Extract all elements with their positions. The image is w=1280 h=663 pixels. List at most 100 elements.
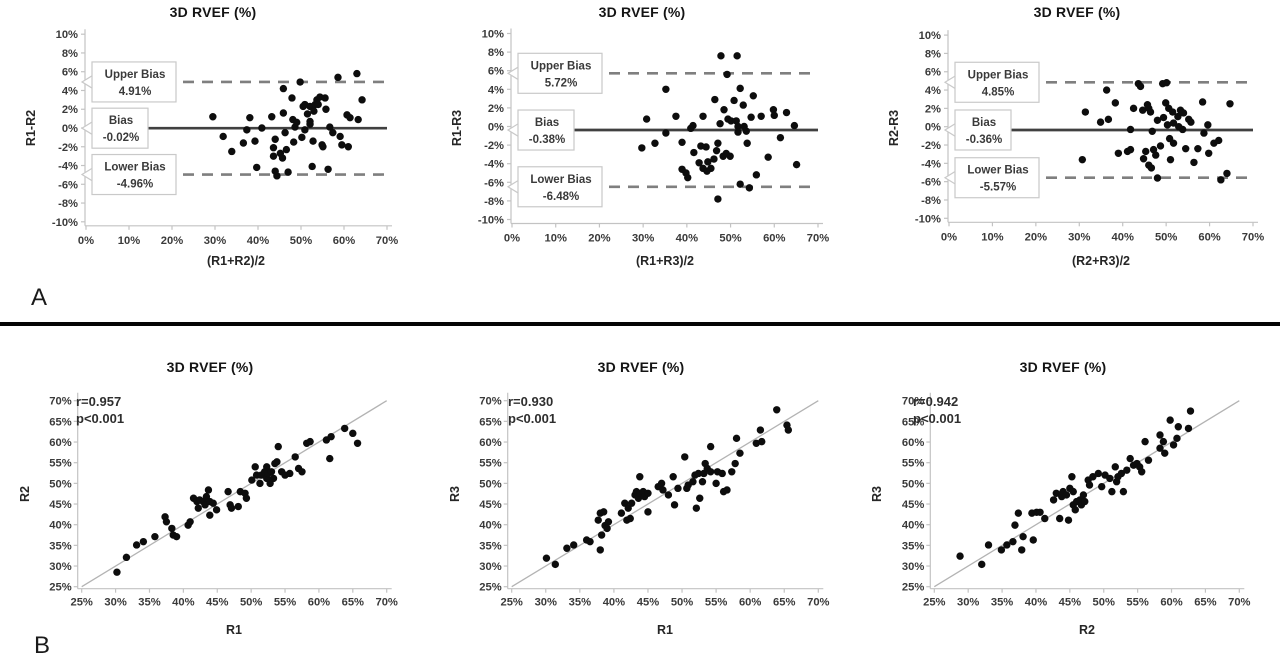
y-tick-label: 0% xyxy=(488,122,504,134)
callout-label: Bias xyxy=(535,117,559,129)
data-point xyxy=(253,163,261,172)
data-point xyxy=(284,168,292,176)
data-point xyxy=(1011,521,1019,529)
x-tick-label: 10% xyxy=(981,231,1003,243)
data-point xyxy=(358,96,366,104)
data-point xyxy=(1081,497,1089,506)
y-tick-label: 50% xyxy=(49,478,71,490)
callout-value: -4.96% xyxy=(117,179,153,191)
data-point xyxy=(308,162,316,171)
data-point xyxy=(1041,514,1049,523)
data-point xyxy=(1169,441,1178,449)
x-tick-label: 35% xyxy=(138,597,160,609)
x-tick-label: 55% xyxy=(274,597,296,609)
data-point xyxy=(770,111,778,120)
x-tick-label: 50% xyxy=(240,597,262,609)
data-point xyxy=(1003,541,1011,549)
data-point xyxy=(1141,437,1149,446)
data-point xyxy=(716,120,724,128)
y-tick-label: 70% xyxy=(902,396,924,408)
data-point xyxy=(251,137,259,145)
callout-box xyxy=(954,61,1040,103)
data-point xyxy=(288,94,296,102)
x-tick-label: 50% xyxy=(671,597,693,609)
data-point xyxy=(790,121,799,130)
y-tick-label: 65% xyxy=(49,416,71,428)
data-point xyxy=(279,84,288,93)
y-tick-label: 10% xyxy=(919,30,941,42)
x-tick-label: 65% xyxy=(773,597,795,609)
data-point xyxy=(747,113,755,121)
correlation-coefficient-label: r=0.930 xyxy=(508,394,553,409)
data-point xyxy=(309,137,317,145)
y-tick-label: -8% xyxy=(58,198,78,210)
y-tick-label: -10% xyxy=(478,215,504,227)
data-point xyxy=(657,479,666,488)
data-point xyxy=(1009,537,1017,546)
y-tick-label: 25% xyxy=(479,582,501,594)
data-point xyxy=(1055,514,1064,523)
x-axis-title-r1-2: R1 xyxy=(657,623,673,637)
x-tick-label: 35% xyxy=(991,597,1013,609)
data-point xyxy=(1186,407,1195,415)
data-point xyxy=(251,463,259,471)
x-tick-label: 55% xyxy=(1126,597,1148,609)
x-tick-label: 20% xyxy=(588,233,610,245)
data-point xyxy=(298,468,306,476)
data-point xyxy=(139,537,148,546)
y-tick-label: 50% xyxy=(902,478,924,490)
y-tick-label: 0% xyxy=(925,122,941,134)
data-point xyxy=(1159,113,1168,122)
callout-value: -0.36% xyxy=(966,134,1002,146)
y-tick-label: 25% xyxy=(902,582,924,594)
data-point xyxy=(627,499,636,507)
data-point xyxy=(638,144,646,152)
data-point xyxy=(1169,139,1178,147)
y-tick-label: -2% xyxy=(484,140,504,152)
data-point xyxy=(336,132,344,141)
x-tick-label: 70% xyxy=(375,597,397,609)
x-tick-label: 60% xyxy=(1160,597,1182,609)
data-point xyxy=(723,486,731,494)
y-tick-label: 30% xyxy=(49,561,71,573)
x-tick-label: 45% xyxy=(637,597,659,609)
data-point xyxy=(714,139,722,147)
x-axis-title-mean-r2-r3: (R2+R3)/2 xyxy=(1071,254,1130,268)
data-point xyxy=(279,109,288,117)
y-tick-label: -8% xyxy=(921,195,941,207)
data-point xyxy=(678,138,686,147)
data-point xyxy=(1214,136,1223,145)
data-point xyxy=(298,133,306,142)
data-point xyxy=(1126,145,1135,154)
data-point xyxy=(346,113,354,122)
data-point xyxy=(344,143,352,151)
x-tick-label: 50% xyxy=(1155,231,1177,243)
y-tick-label: 40% xyxy=(479,520,501,532)
y-tick-label: 0% xyxy=(62,123,78,135)
data-point xyxy=(727,117,735,125)
data-point xyxy=(242,494,251,502)
data-point xyxy=(617,509,626,517)
callout-label: Upper Bias xyxy=(531,60,592,72)
data-point xyxy=(151,532,159,541)
data-point xyxy=(1184,424,1193,433)
data-point xyxy=(267,468,276,476)
data-point xyxy=(651,139,659,147)
x-tick-label: 45% xyxy=(206,597,228,609)
data-point xyxy=(984,541,993,549)
callout-label: Bias xyxy=(109,115,133,127)
data-point xyxy=(551,560,560,569)
x-tick-label: 0% xyxy=(941,231,957,243)
data-point xyxy=(227,504,236,512)
y-tick-label: 6% xyxy=(488,66,504,78)
data-point xyxy=(736,449,744,457)
data-point xyxy=(662,129,670,137)
y-tick-label: 40% xyxy=(49,520,71,532)
y-axis-title-r3: R3 xyxy=(448,486,462,502)
data-point xyxy=(710,155,718,163)
data-point xyxy=(340,424,349,433)
data-point xyxy=(1094,469,1103,478)
y-tick-label: 60% xyxy=(902,437,924,449)
p-value-label: p<0.001 xyxy=(76,411,124,426)
